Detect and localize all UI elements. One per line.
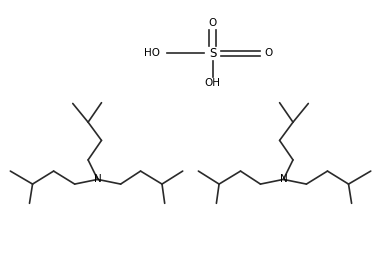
Text: N: N xyxy=(280,174,287,184)
Text: OH: OH xyxy=(205,78,221,88)
Text: N: N xyxy=(94,174,101,184)
Text: O: O xyxy=(208,18,217,28)
Text: S: S xyxy=(209,47,216,60)
Text: O: O xyxy=(264,48,272,58)
Text: HO: HO xyxy=(144,48,160,58)
